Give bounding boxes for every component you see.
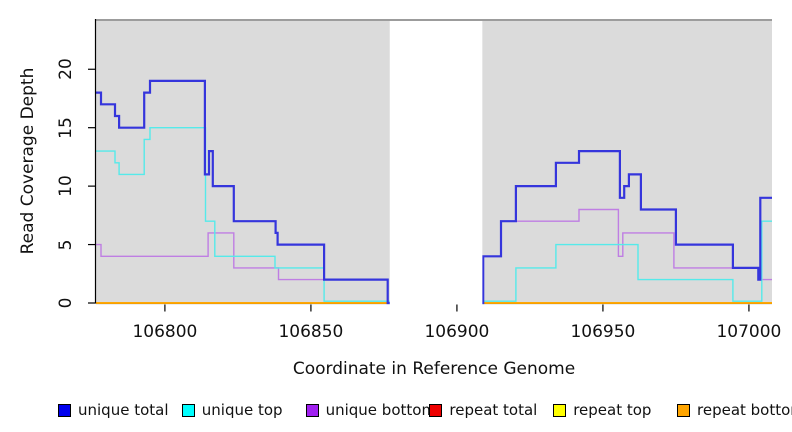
legend-label-unique-bottom: unique bottom: [325, 401, 437, 419]
legend-item-unique-total: unique total: [58, 401, 169, 419]
legend-swatch-unique-top: [181, 403, 195, 417]
legend-label-repeat-bottom: repeat bottom: [697, 401, 792, 419]
legend-item-unique-top: unique top: [181, 401, 283, 419]
series-line-unique-top: [96, 127, 772, 302]
legend-label-repeat-top: repeat top: [573, 401, 652, 419]
legend-swatch-repeat-total: [429, 403, 443, 417]
y-tick-label-15: 15: [56, 116, 76, 139]
x-tick-label-106900: 106900: [424, 322, 490, 342]
legend-label-unique-top: unique top: [201, 401, 283, 419]
x-tick-label-106850: 106850: [278, 322, 344, 342]
legend-swatch-unique-bottom: [305, 403, 319, 417]
coverage-gap-region: [389, 21, 483, 305]
y-tick-label-20: 20: [56, 58, 76, 81]
x-tick-label-107000: 107000: [716, 322, 782, 342]
y-tick-label-0: 0: [56, 297, 76, 309]
x-axis-title: Coordinate in Reference Genome: [292, 359, 576, 379]
y-tick-label-10: 10: [56, 175, 76, 197]
legend-label-unique-total: unique total: [78, 401, 169, 419]
y-tick-label-5: 5: [56, 239, 76, 250]
legend-item-repeat-bottom: repeat bottom: [677, 401, 792, 419]
legend-item-repeat-top: repeat top: [553, 401, 652, 419]
legend-swatch-unique-total: [58, 403, 71, 417]
legend-swatch-repeat-bottom: [677, 403, 690, 417]
legend-swatch-repeat-top: [553, 403, 567, 417]
y-axis-title: Read Coverage Depth: [18, 67, 38, 255]
legend-label-repeat-total: repeat total: [449, 401, 538, 419]
legend-item-unique-bottom: unique bottom: [305, 401, 437, 419]
x-tick-label-106800: 106800: [132, 322, 198, 342]
x-tick-label-106950: 106950: [570, 322, 636, 342]
legend-item-repeat-total: repeat total: [429, 401, 538, 419]
